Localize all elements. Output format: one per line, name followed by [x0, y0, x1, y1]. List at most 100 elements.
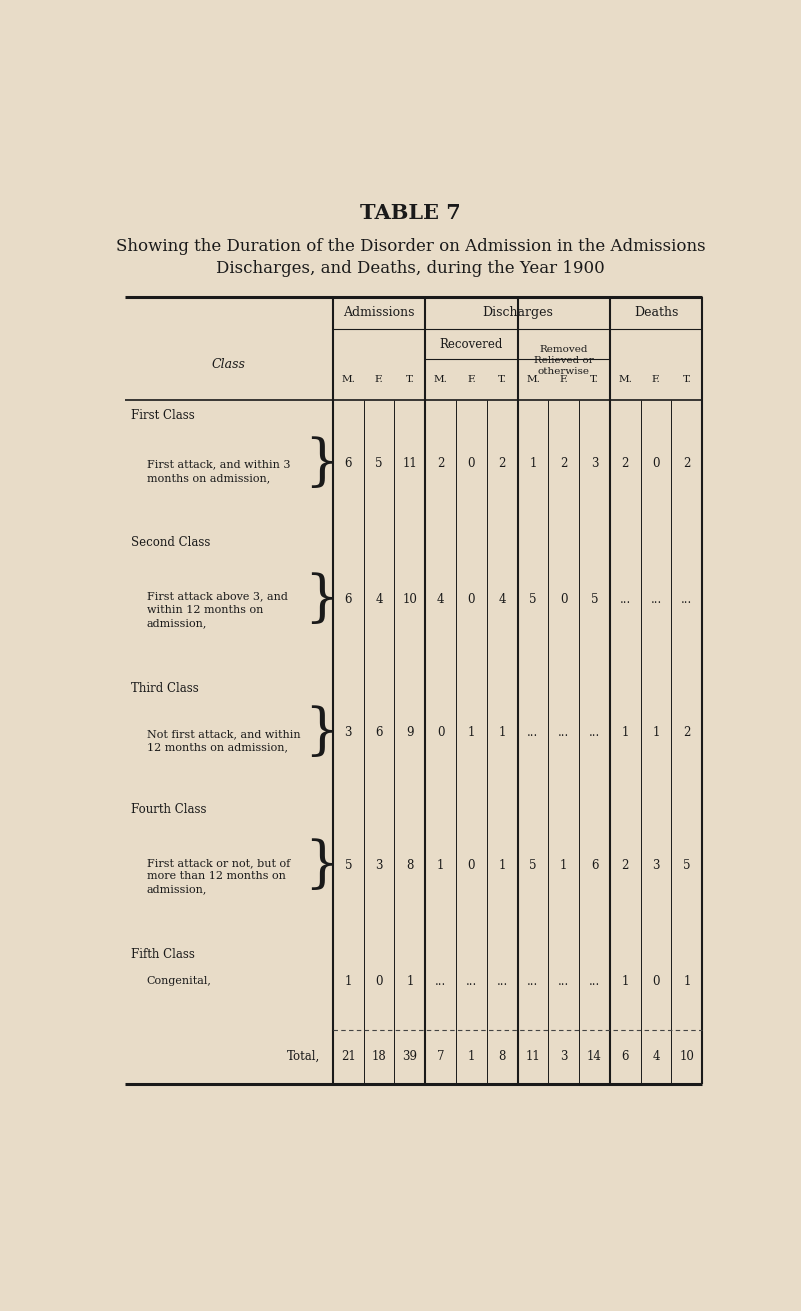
Text: 7: 7: [437, 1050, 445, 1063]
Text: 3: 3: [376, 860, 383, 872]
Text: 10: 10: [679, 1050, 694, 1063]
Text: T.: T.: [405, 375, 414, 384]
Text: F.: F.: [375, 375, 384, 384]
Text: 5: 5: [376, 456, 383, 469]
Text: ...: ...: [589, 726, 600, 739]
Text: 2: 2: [622, 860, 629, 872]
Text: 6: 6: [344, 593, 352, 606]
Text: ...: ...: [650, 593, 662, 606]
Text: ...: ...: [558, 974, 570, 987]
Text: Class: Class: [212, 358, 246, 371]
Text: 0: 0: [468, 860, 475, 872]
Text: 1: 1: [653, 726, 660, 739]
Text: M.: M.: [618, 375, 632, 384]
Text: 3: 3: [344, 726, 352, 739]
Text: 1: 1: [344, 974, 352, 987]
Text: 1: 1: [468, 726, 475, 739]
Text: M.: M.: [526, 375, 540, 384]
Text: 1: 1: [437, 860, 445, 872]
Text: 5: 5: [683, 860, 690, 872]
Text: 0: 0: [468, 593, 475, 606]
Text: 1: 1: [560, 860, 567, 872]
Text: Discharges: Discharges: [482, 307, 553, 320]
Text: Showing the Duration of the Disorder on Admission in the Admissions: Showing the Duration of the Disorder on …: [115, 237, 706, 254]
Text: }: }: [304, 572, 340, 627]
Text: 0: 0: [560, 593, 568, 606]
Text: 2: 2: [622, 456, 629, 469]
Text: ...: ...: [527, 974, 538, 987]
Text: ...: ...: [527, 726, 538, 739]
Text: 1: 1: [622, 726, 629, 739]
Text: 2: 2: [683, 456, 690, 469]
Text: T.: T.: [498, 375, 506, 384]
Text: Congenital,: Congenital,: [147, 977, 211, 986]
Text: Admissions: Admissions: [344, 307, 415, 320]
Text: 11: 11: [525, 1050, 541, 1063]
Text: 5: 5: [529, 593, 537, 606]
Text: F.: F.: [467, 375, 476, 384]
Text: Total,: Total,: [288, 1050, 320, 1063]
Text: 14: 14: [587, 1050, 602, 1063]
Text: 6: 6: [591, 860, 598, 872]
Text: 6: 6: [344, 456, 352, 469]
Text: 21: 21: [341, 1050, 356, 1063]
Text: Discharges, and Deaths, during the Year 1900: Discharges, and Deaths, during the Year …: [216, 260, 605, 277]
Text: 1: 1: [498, 726, 506, 739]
Text: T.: T.: [590, 375, 599, 384]
Text: 3: 3: [560, 1050, 568, 1063]
Text: First attack or not, but of
more than 12 months on
admission,: First attack or not, but of more than 12…: [147, 857, 290, 894]
Text: 8: 8: [406, 860, 413, 872]
Text: 6: 6: [622, 1050, 629, 1063]
Text: First Class: First Class: [131, 409, 195, 422]
Text: ...: ...: [435, 974, 446, 987]
Text: 1: 1: [622, 974, 629, 987]
Text: ...: ...: [497, 974, 508, 987]
Text: 18: 18: [372, 1050, 386, 1063]
Text: F.: F.: [559, 375, 568, 384]
Text: 39: 39: [402, 1050, 417, 1063]
Text: 8: 8: [498, 1050, 506, 1063]
Text: }: }: [304, 839, 340, 893]
Text: 6: 6: [376, 726, 383, 739]
Text: 0: 0: [652, 974, 660, 987]
Text: 1: 1: [683, 974, 690, 987]
Text: 4: 4: [437, 593, 445, 606]
Text: 2: 2: [683, 726, 690, 739]
Text: 2: 2: [560, 456, 567, 469]
Text: 0: 0: [376, 974, 383, 987]
Text: 4: 4: [498, 593, 506, 606]
Text: ...: ...: [558, 726, 570, 739]
Text: 0: 0: [652, 456, 660, 469]
Text: First attack, and within 3
months on admission,: First attack, and within 3 months on adm…: [147, 460, 290, 482]
Text: M.: M.: [341, 375, 355, 384]
Text: 0: 0: [437, 726, 445, 739]
Text: 9: 9: [406, 726, 413, 739]
Text: 4: 4: [376, 593, 383, 606]
Text: ...: ...: [466, 974, 477, 987]
Text: 5: 5: [591, 593, 598, 606]
Text: }: }: [304, 705, 340, 760]
Text: 10: 10: [402, 593, 417, 606]
Text: 1: 1: [498, 860, 506, 872]
Text: F.: F.: [652, 375, 661, 384]
Text: Recovered: Recovered: [440, 337, 503, 350]
Text: T.: T.: [682, 375, 691, 384]
Text: 2: 2: [437, 456, 445, 469]
Text: M.: M.: [433, 375, 448, 384]
Text: 5: 5: [529, 860, 537, 872]
Text: Third Class: Third Class: [131, 682, 199, 695]
Text: 5: 5: [344, 860, 352, 872]
Text: Fourth Class: Fourth Class: [131, 802, 207, 815]
Text: 0: 0: [468, 456, 475, 469]
Text: ...: ...: [589, 974, 600, 987]
Text: }: }: [304, 435, 340, 490]
Text: 1: 1: [529, 456, 537, 469]
Text: First attack above 3, and
within 12 months on
admission,: First attack above 3, and within 12 mont…: [147, 591, 288, 628]
Text: 2: 2: [498, 456, 506, 469]
Text: 3: 3: [591, 456, 598, 469]
Text: Deaths: Deaths: [634, 307, 678, 320]
Text: ...: ...: [620, 593, 631, 606]
Text: TABLE 7: TABLE 7: [360, 203, 461, 223]
Text: Not first attack, and within
12 months on admission,: Not first attack, and within 12 months o…: [147, 729, 300, 753]
Text: Removed
Relieved or
otherwise: Removed Relieved or otherwise: [534, 345, 594, 376]
